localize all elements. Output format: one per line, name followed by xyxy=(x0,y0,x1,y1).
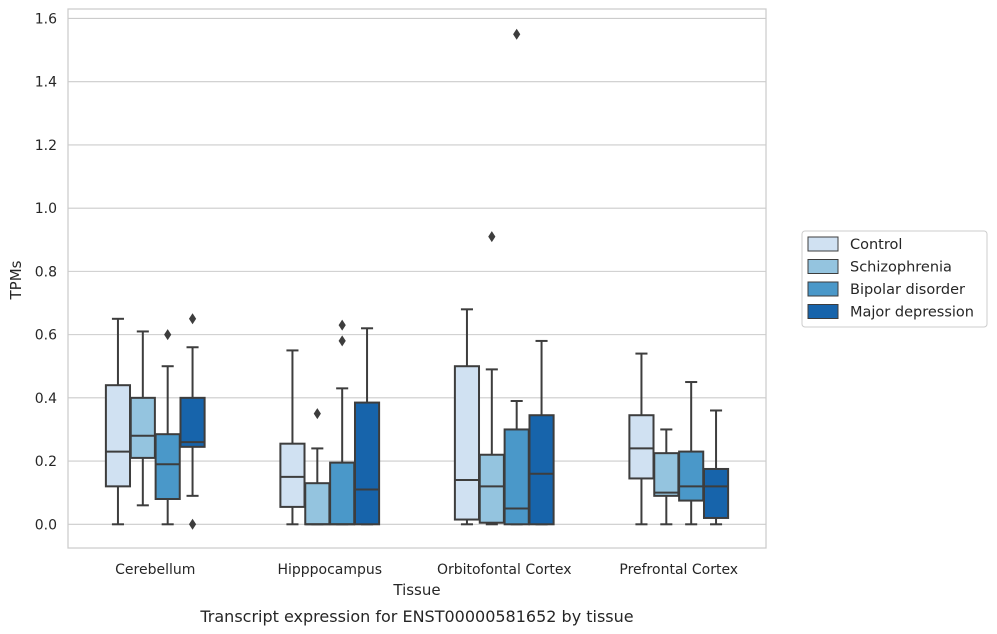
box-group xyxy=(478,231,505,526)
x-tick-labels: Cerebellum Hipppocampus Orbitofontal Corte… xyxy=(115,562,738,578)
box-group xyxy=(653,428,680,526)
box xyxy=(279,442,306,508)
box-group xyxy=(353,327,381,526)
box-group xyxy=(329,319,356,526)
y-tick-label: 0.0 xyxy=(35,517,57,533)
legend-label: Control xyxy=(850,237,902,253)
box-group xyxy=(528,339,555,526)
box xyxy=(179,396,206,448)
y-tick-labels: 0.0 0.2 0.4 0.6 0.8 1.0 1.2 1.4 1.6 xyxy=(35,11,57,533)
y-tick-label: 1.0 xyxy=(35,201,57,217)
box xyxy=(104,384,132,488)
y-tick-label: 1.6 xyxy=(35,11,57,27)
box xyxy=(653,452,680,497)
legend-swatch xyxy=(807,236,839,252)
box xyxy=(453,365,481,521)
box-layer xyxy=(104,28,730,530)
box-group xyxy=(702,409,730,526)
box-group xyxy=(279,349,306,526)
box xyxy=(503,428,530,526)
outlier-point xyxy=(188,313,197,325)
outlier-point xyxy=(188,518,197,530)
x-tick-label: Orbitofontal Cortex xyxy=(437,562,572,578)
legend-swatch xyxy=(807,259,839,274)
y-tick-label: 0.2 xyxy=(35,454,57,470)
box xyxy=(329,461,356,526)
box xyxy=(478,453,505,524)
legend-swatch xyxy=(807,281,839,297)
box-group xyxy=(129,330,156,507)
box-group xyxy=(678,381,705,526)
outlier-point xyxy=(513,28,521,40)
x-tick-label: Hipppocampus xyxy=(277,562,382,578)
box xyxy=(528,414,555,526)
box-group xyxy=(628,352,655,526)
outlier-point xyxy=(338,335,346,347)
box xyxy=(129,396,156,459)
y-tick-label: 0.4 xyxy=(35,391,57,407)
legend-frame xyxy=(801,230,988,328)
box xyxy=(628,414,655,480)
outlier-point xyxy=(488,231,496,243)
box-group xyxy=(453,308,481,526)
box xyxy=(702,467,730,519)
legend-label: Bipolar disorder xyxy=(850,282,965,298)
box xyxy=(304,482,331,526)
box-group xyxy=(154,329,181,526)
box-group xyxy=(104,317,132,526)
plot-frame xyxy=(67,8,767,549)
box xyxy=(353,401,381,526)
outlier-point xyxy=(164,329,172,341)
y-tick-label: 1.4 xyxy=(35,75,57,91)
box xyxy=(154,433,181,500)
legend-label: Schizophrenia xyxy=(850,260,952,276)
box-group xyxy=(503,28,530,526)
y-tick-label: 0.6 xyxy=(35,328,57,344)
legend: Control Schizophrenia Bipolar disorder Majo… xyxy=(801,230,988,328)
outlier-point xyxy=(313,408,321,420)
x-tick-label: Prefrontal Cortex xyxy=(619,562,738,578)
legend-label: Major depression xyxy=(850,305,974,321)
x-axis-title: Tissue xyxy=(392,581,440,599)
x-tick-label: Cerebellum xyxy=(115,562,195,578)
y-axis-title: TPMs xyxy=(7,260,25,300)
y-tick-label: 1.2 xyxy=(35,138,57,154)
y-tick-label: 0.8 xyxy=(35,264,57,280)
box-group xyxy=(304,408,331,526)
legend-swatch xyxy=(807,304,839,319)
chart-caption: Transcript expression for ENST0000058165… xyxy=(199,607,633,626)
box xyxy=(678,450,705,502)
box-group xyxy=(179,313,206,530)
outlier-point xyxy=(338,319,346,331)
